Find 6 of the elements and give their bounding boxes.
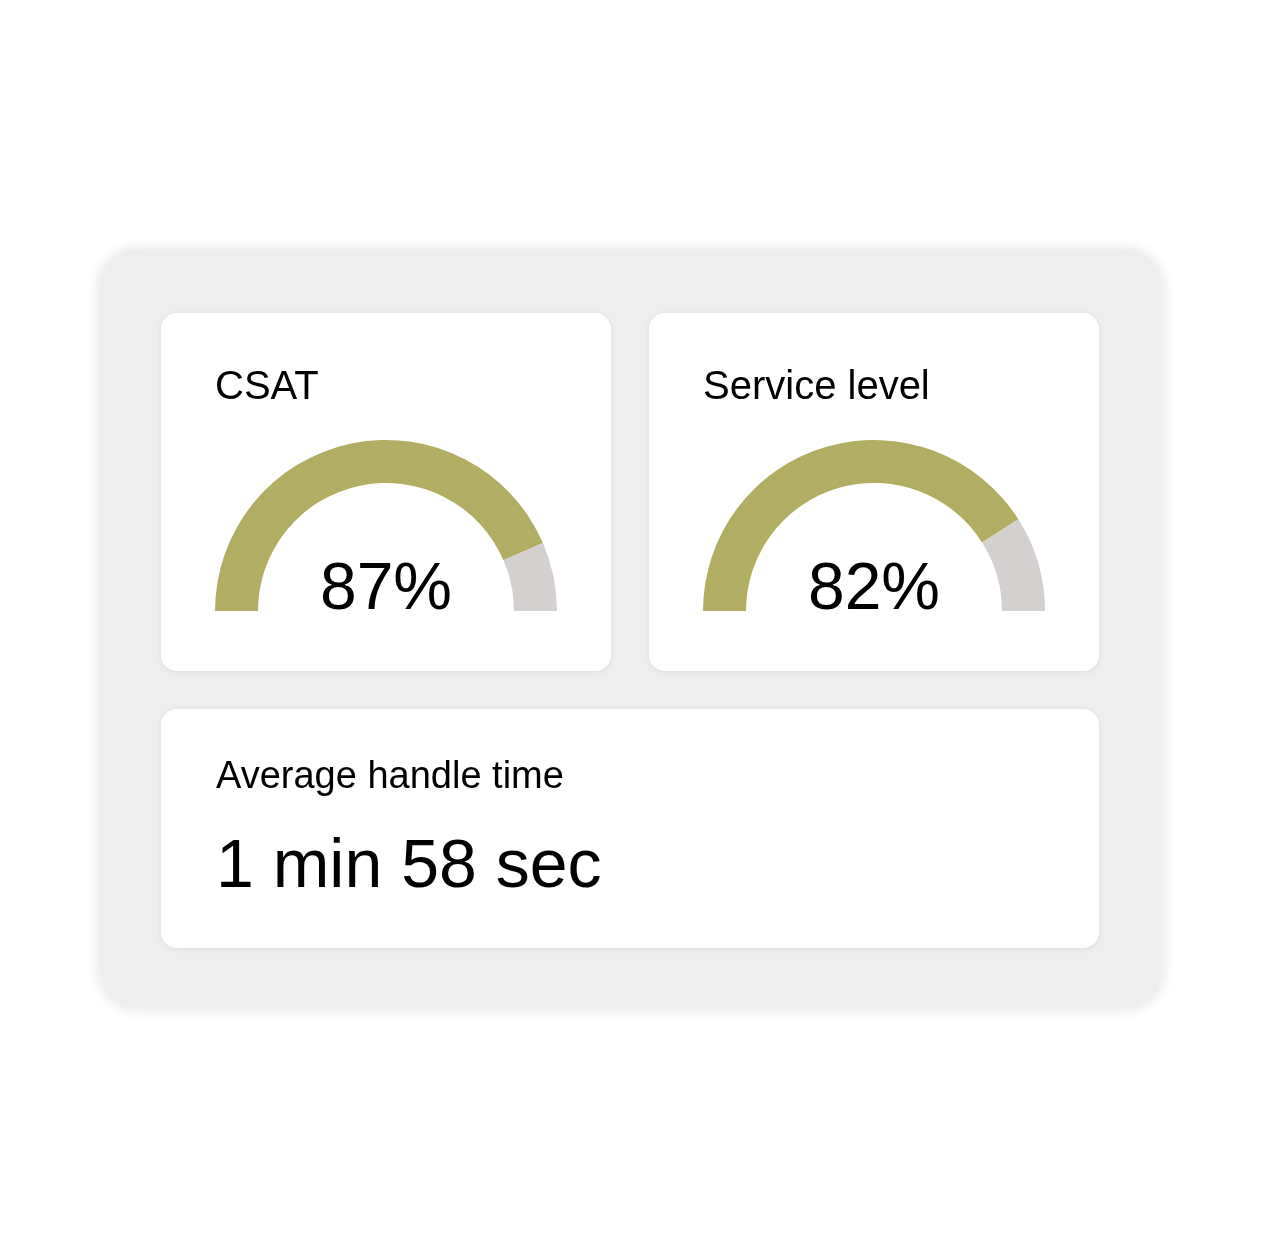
text: Average handle time [216,754,564,796]
chart-title: Service level [703,363,930,407]
text: 87% [319,549,453,623]
chart-title: CSAT [215,363,319,407]
text: 1 min 58 sec [216,825,602,901]
text: 82% [807,549,941,623]
